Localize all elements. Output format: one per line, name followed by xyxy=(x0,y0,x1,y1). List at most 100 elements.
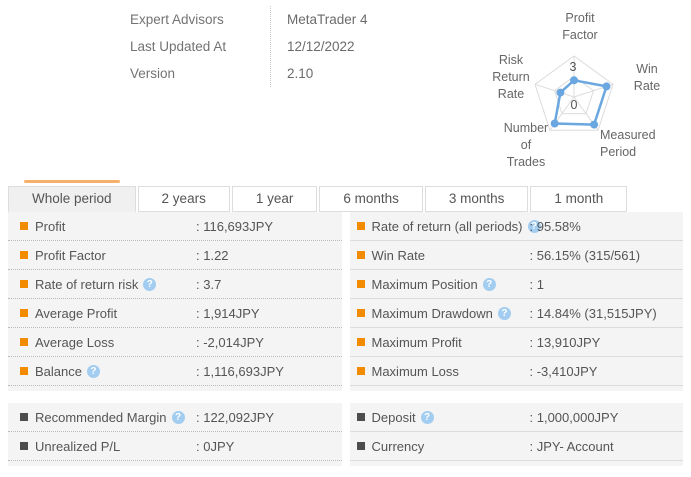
stat-row: Maximum Position?: 1 xyxy=(349,270,683,299)
stat-row: Profit Factor : 1.22 xyxy=(8,241,342,270)
stat-row: Currency : JPY- Account xyxy=(349,432,683,461)
tab-1-month[interactable]: 1 month xyxy=(530,186,628,212)
header-values-column: MetaTrader 4 12/12/2022 2.10 xyxy=(271,6,368,87)
stat-value: : 1,116,693JPY xyxy=(196,363,284,379)
header-value-version: 2.10 xyxy=(287,66,314,81)
bullet-icon xyxy=(20,442,28,450)
radar-data-point xyxy=(550,119,559,128)
tab-3-months[interactable]: 3 months xyxy=(424,186,529,212)
bullet-icon xyxy=(20,251,28,259)
bullet-icon xyxy=(356,309,365,317)
header-info: Expert Advisors Last Updated At Version … xyxy=(130,6,368,87)
help-icon[interactable]: ? xyxy=(497,306,511,320)
radar-axis-label: Measured Period xyxy=(600,128,656,159)
stat-label: Rate of return (all periods) xyxy=(371,218,523,234)
radar-axis-label: Win Rate xyxy=(634,62,660,93)
header-value-last-updated: 12/12/2022 xyxy=(287,39,355,54)
radar-data-markers xyxy=(550,76,611,129)
help-icon[interactable]: ? xyxy=(143,277,157,291)
help-icon[interactable]: ? xyxy=(171,410,185,424)
tab-2-years[interactable]: 2 years xyxy=(137,186,230,212)
radar-data-point xyxy=(556,88,565,97)
radar-data-polygon xyxy=(553,79,608,126)
header-label: Version xyxy=(130,66,176,81)
help-icon[interactable]: ? xyxy=(482,277,496,291)
stat-label: Deposit xyxy=(371,409,416,425)
stat-label: Maximum Profit xyxy=(371,334,462,350)
stats-right-panel: Rate of return (all periods)?: 95.58% Win… xyxy=(349,212,683,391)
bullet-icon xyxy=(20,413,28,421)
stat-value: : 3.7 xyxy=(196,276,222,292)
radar-data-point xyxy=(590,120,599,129)
stat-row: Rate of return risk? : 3.7 xyxy=(8,270,342,299)
radar-tick-min: 0 xyxy=(571,98,578,112)
stat-row: Balance? : 1,116,693JPY xyxy=(8,357,342,386)
stat-label: Maximum Loss xyxy=(371,363,459,379)
radar-tick-max: 3 xyxy=(570,60,577,74)
radar-data-point xyxy=(570,76,578,85)
stat-value: : 1.22 xyxy=(196,247,229,263)
stat-label: Profit xyxy=(35,218,66,234)
tab-6-months[interactable]: 6 months xyxy=(319,186,423,212)
header-label: Last Updated At xyxy=(130,39,227,54)
stat-value: : 116,693JPY xyxy=(196,218,274,234)
bullet-icon xyxy=(356,222,365,230)
stat-label: Rate of return risk xyxy=(35,276,139,292)
bullet-icon xyxy=(356,251,365,259)
stat-value: : 0JPY xyxy=(196,438,235,454)
stat-label: Currency xyxy=(371,438,425,454)
radar-chart: 3 0 Profit Factor Win Rate Measured Period Num… xyxy=(470,0,691,185)
radar-gridlines xyxy=(534,55,614,131)
stat-row: Average Profit : 1,914JPY xyxy=(8,299,342,328)
stats-left-panel: Profit : 116,693JPY Profit Factor : 1.22 Rat… xyxy=(8,212,342,391)
stat-label: Win Rate xyxy=(371,247,425,263)
tab-whole-period[interactable]: Whole period xyxy=(8,180,136,212)
stat-value: : 122,092JPY xyxy=(196,409,275,425)
stat-label: Maximum Position xyxy=(371,276,478,292)
stat-label: Unrealized P/L xyxy=(35,438,121,454)
radar-svg: 3 0 Profit Factor Win Rate Measured Period Num… xyxy=(492,11,660,169)
stat-row: Maximum Drawdown?: 14.84% (31,515JPY) xyxy=(349,299,683,328)
header-value-platform: MetaTrader 4 xyxy=(287,12,368,27)
radar-axis-label: Number of Trades xyxy=(504,121,548,169)
stat-label: Average Profit xyxy=(35,305,118,321)
stat-row: Maximum Loss : -3,410JPY xyxy=(349,357,683,386)
stats-table: Profit : 116,693JPY Profit Factor : 1.22 Rat… xyxy=(8,212,683,391)
stat-label: Profit Factor xyxy=(35,247,106,263)
help-icon[interactable]: ? xyxy=(420,410,434,424)
bullet-icon xyxy=(356,413,365,421)
header-labels-column: Expert Advisors Last Updated At Version xyxy=(130,6,271,87)
stat-label: Recommended Margin xyxy=(35,409,167,425)
tab-1-year[interactable]: 1 year xyxy=(231,186,318,212)
bullet-icon xyxy=(20,338,28,346)
stat-row: Win Rate : 56.15% (315/561) xyxy=(349,241,683,270)
radar-data-point xyxy=(602,82,611,91)
account-table: Recommended Margin? : 122,092JPY Unrealize… xyxy=(8,403,683,466)
stat-value: : 95.58% xyxy=(529,218,581,234)
radar-axis-label: Risk Return Rate xyxy=(492,53,530,101)
stat-value: : 1,000,000JPY xyxy=(529,409,619,425)
stat-value: : 14.84% (31,515JPY) xyxy=(529,305,657,321)
account-left-panel: Recommended Margin? : 122,092JPY Unrealize… xyxy=(8,403,342,466)
stat-label: Balance xyxy=(35,363,82,379)
bullet-icon xyxy=(20,280,28,288)
help-icon[interactable]: ? xyxy=(86,364,100,378)
radar-axis-label: Profit Factor xyxy=(562,11,597,42)
bullet-icon xyxy=(356,280,365,288)
stat-label: Average Loss xyxy=(35,334,115,350)
stat-row: Recommended Margin? : 122,092JPY xyxy=(8,403,342,432)
stat-value: : 56.15% (315/561) xyxy=(529,247,641,263)
stat-value: : JPY- Account xyxy=(529,438,614,454)
bullet-icon xyxy=(20,309,28,317)
stat-row: Average Loss: -2,014JPY xyxy=(8,328,342,357)
bullet-icon xyxy=(356,442,365,450)
account-right-panel: Deposit? : 1,000,000JPY Currency : JPY- Acc… xyxy=(349,403,683,466)
stat-row: Unrealized P/L : 0JPY xyxy=(8,432,342,461)
radar-category-labels: Profit Factor Win Rate Measured Period Number o… xyxy=(492,11,660,169)
period-tabs: Whole period 2 years 1 year 6 months 3 month… xyxy=(8,180,628,212)
help-icon[interactable]: ? xyxy=(527,219,541,233)
bullet-icon xyxy=(356,338,365,346)
stat-value: : -3,410JPY xyxy=(529,363,598,379)
stat-row: Deposit? : 1,000,000JPY xyxy=(349,403,683,432)
stat-value: : 1,914JPY xyxy=(196,305,260,321)
